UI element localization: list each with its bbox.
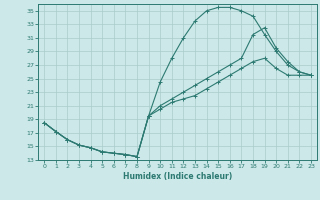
X-axis label: Humidex (Indice chaleur): Humidex (Indice chaleur) [123,172,232,181]
